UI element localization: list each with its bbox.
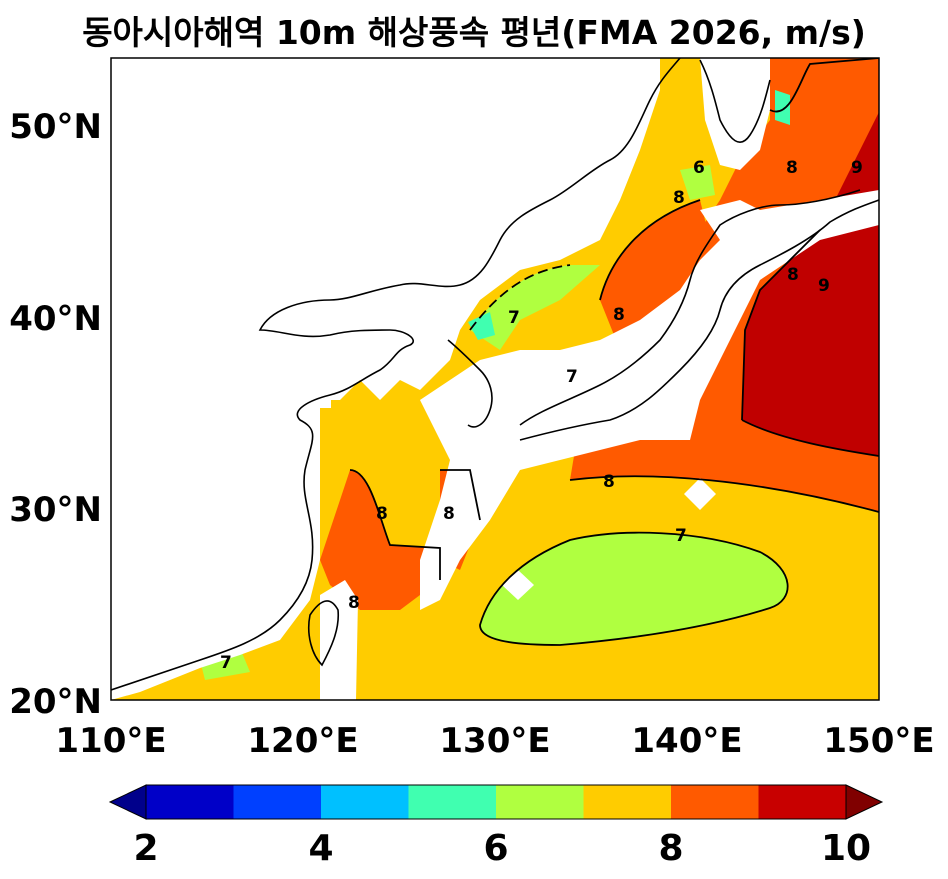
colorbar-tick-label: 4: [308, 828, 333, 869]
colorbar-extend-high: [845, 784, 884, 820]
contour-label: 7: [220, 653, 232, 673]
contour-label: 9: [818, 276, 830, 296]
contour-label: 7: [675, 526, 687, 546]
field-6-7-south-china: [200, 648, 250, 680]
coast-sakhalin: [699, 59, 771, 143]
land-mainland: [111, 58, 331, 408]
contour-label: 8: [613, 305, 625, 325]
contours: [349, 58, 879, 646]
y-tick-label: 20°N: [9, 682, 102, 722]
contour-label: 8: [376, 504, 388, 524]
coast-japan-north: [519, 189, 861, 426]
x-tick-label: 130°E: [439, 721, 550, 761]
wind-speed-field: [111, 58, 879, 700]
colorbar-segment: [671, 785, 759, 819]
colorbar-frame: [145, 784, 847, 820]
contour-label: 8: [786, 158, 798, 178]
contour-label-group: 7 8 8 8 8 8 8 8 8 9 9 6 7 7 7: [220, 158, 863, 673]
field-8-9-ecs-west: [320, 470, 440, 610]
colorbar-segment: [583, 785, 671, 819]
colorbar-tick-label: 10: [821, 828, 871, 869]
contour-label: 8: [348, 593, 360, 613]
coast-mainland: [111, 58, 681, 691]
land-taiwan: [320, 580, 358, 700]
contour-label: 9: [851, 158, 863, 178]
colorbar: 2 4 6 8 10: [108, 784, 884, 869]
x-tick-label: 110°E: [55, 721, 166, 761]
contour-8-japansea: [599, 199, 701, 301]
x-tick-label: 140°E: [631, 721, 742, 761]
contour-label: 8: [673, 188, 685, 208]
field-5-6-a: [468, 312, 495, 340]
colorbar-segment: [758, 785, 846, 819]
contour-9-pacific: [741, 419, 879, 457]
coast-korea: [447, 339, 493, 428]
field-6-7-south: [480, 532, 788, 645]
contour-label: 7: [508, 308, 520, 328]
contour-9-north: [741, 229, 821, 421]
colorbar-segment: [321, 785, 409, 819]
plot-frame: [110, 57, 880, 701]
colorbar-tick-label: 6: [483, 828, 508, 869]
colorbar-segment: [233, 785, 321, 819]
field-5-6-b: [775, 90, 790, 125]
x-tick-label: 120°E: [247, 721, 358, 761]
colorbar-segment: [496, 785, 584, 819]
mask-diamond-b: [684, 478, 716, 510]
colorbar-tick-label: 8: [658, 828, 683, 869]
colorbar-tick-label: 2: [133, 828, 158, 869]
contour-label: 8: [603, 472, 615, 492]
colorbar-extend-low: [108, 784, 147, 820]
contour-8-ecs: [349, 469, 441, 580]
colorbar-segment: [146, 785, 234, 819]
land-hokkaido: [700, 58, 770, 170]
contour-8-north: [769, 58, 879, 113]
coast-taiwan: [307, 600, 340, 667]
contour-7-korea: [469, 264, 571, 331]
coast-japan-south: [519, 199, 879, 441]
contour-8-pacific: [569, 475, 879, 513]
field-6-7-north: [680, 165, 715, 200]
contour-label: 7: [566, 367, 578, 387]
y-tick-label: 30°N: [9, 490, 102, 530]
field-6-7-korea: [470, 265, 600, 350]
land-korea-japan-strip: [420, 190, 879, 610]
field-8-9-japansea: [600, 200, 710, 350]
coastline: [111, 58, 879, 691]
y-tick-label: 50°N: [9, 107, 102, 147]
y-tick-label: 40°N: [9, 299, 102, 339]
x-axis-ticks: 110°E 120°E 130°E 140°E 150°E: [55, 721, 934, 761]
contour-label: 8: [443, 504, 455, 524]
y-axis-ticks: 20°N 30°N 40°N 50°N: [9, 107, 102, 722]
contour-8-ecs-east: [440, 469, 481, 521]
contour-7-south: [479, 531, 789, 646]
mask-diamond-c: [216, 570, 256, 610]
map-title: 동아시아해역 10m 해상풍속 평년(FMA 2026, m/s): [82, 13, 866, 52]
colorbar-segment: [408, 785, 496, 819]
contour-label: 8: [787, 265, 799, 285]
contour-label: 6: [693, 158, 705, 178]
x-tick-label: 150°E: [823, 721, 934, 761]
